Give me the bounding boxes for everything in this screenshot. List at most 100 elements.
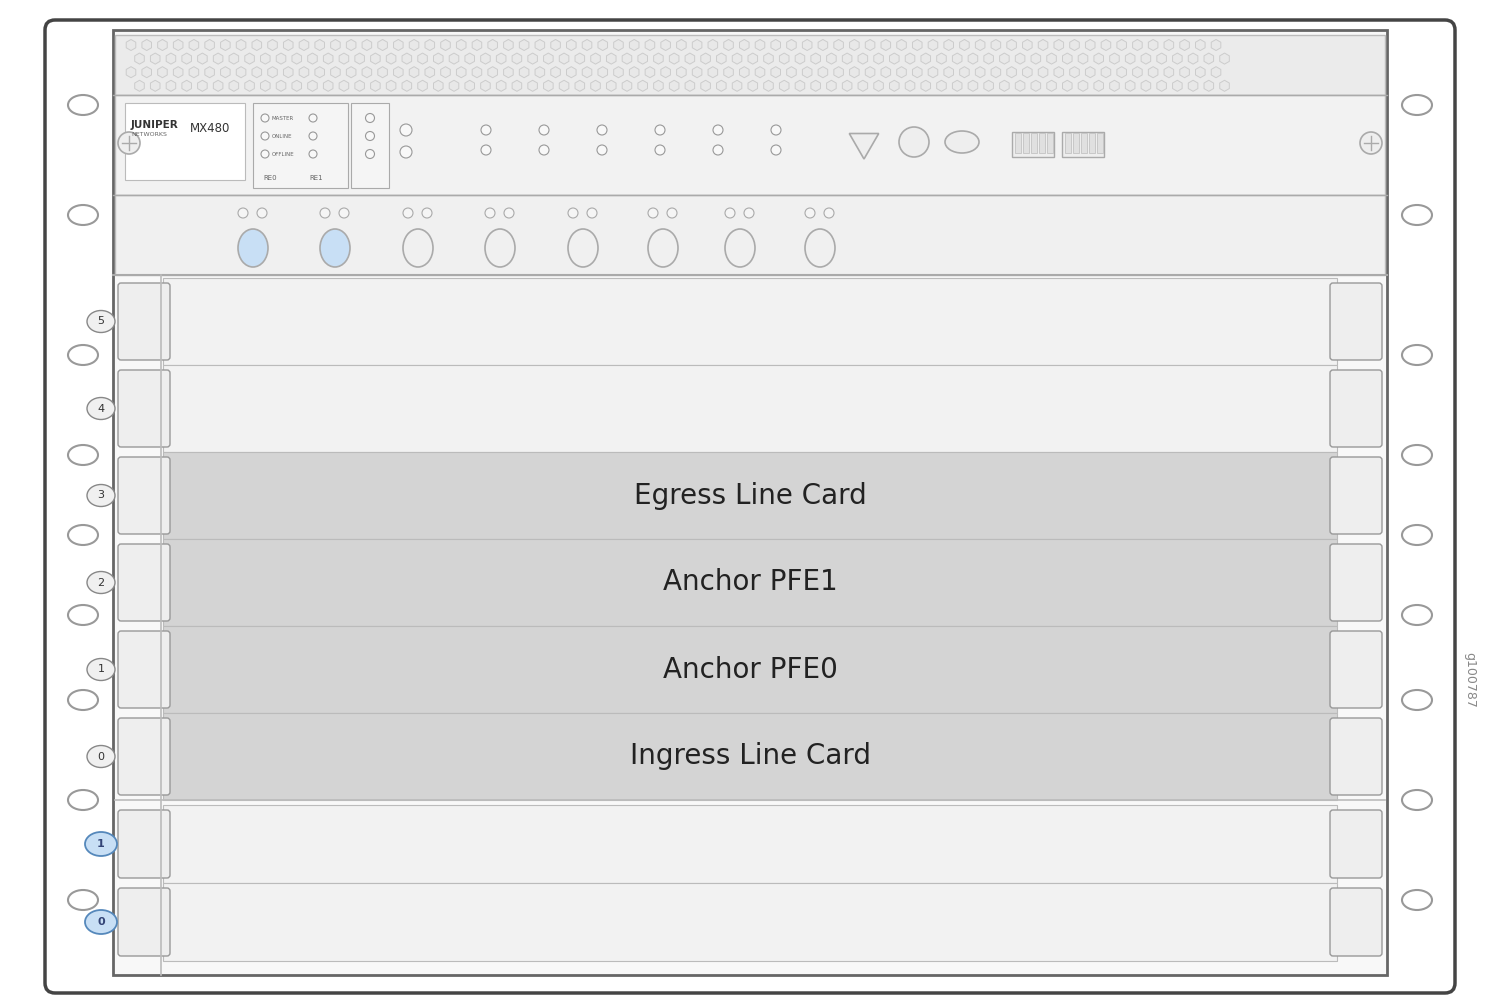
FancyBboxPatch shape: [118, 810, 170, 878]
Circle shape: [400, 146, 412, 158]
Bar: [164, 278, 1336, 365]
Circle shape: [771, 145, 782, 155]
Ellipse shape: [320, 229, 350, 267]
Circle shape: [400, 124, 412, 136]
Ellipse shape: [1402, 790, 1432, 810]
Ellipse shape: [484, 229, 514, 267]
Ellipse shape: [1402, 690, 1432, 710]
Bar: [164, 626, 1336, 713]
Ellipse shape: [87, 659, 116, 681]
Circle shape: [824, 208, 834, 218]
Bar: [112, 30, 1388, 975]
Circle shape: [339, 208, 350, 218]
FancyBboxPatch shape: [1330, 718, 1382, 795]
Bar: [164, 883, 1336, 961]
Circle shape: [118, 132, 140, 154]
Text: MX480: MX480: [190, 122, 231, 135]
Bar: [1062, 132, 1104, 157]
FancyBboxPatch shape: [118, 457, 170, 534]
Text: RE0: RE0: [262, 175, 276, 181]
Circle shape: [482, 125, 490, 135]
Circle shape: [656, 145, 664, 155]
Circle shape: [422, 208, 432, 218]
Ellipse shape: [86, 910, 117, 934]
Ellipse shape: [404, 229, 433, 267]
Circle shape: [404, 208, 412, 218]
FancyBboxPatch shape: [1330, 283, 1382, 360]
Circle shape: [366, 113, 375, 122]
Ellipse shape: [806, 229, 836, 267]
Circle shape: [538, 125, 549, 135]
Circle shape: [597, 145, 608, 155]
FancyBboxPatch shape: [118, 370, 170, 447]
FancyBboxPatch shape: [1330, 457, 1382, 534]
Bar: [124, 103, 244, 180]
Ellipse shape: [1402, 605, 1432, 625]
Bar: [1013, 132, 1054, 157]
Ellipse shape: [68, 605, 98, 625]
FancyBboxPatch shape: [1330, 888, 1382, 956]
Circle shape: [309, 150, 316, 158]
Bar: [351, 103, 388, 188]
FancyBboxPatch shape: [118, 888, 170, 956]
Circle shape: [712, 145, 723, 155]
Circle shape: [309, 132, 316, 140]
Bar: [164, 713, 1336, 800]
Circle shape: [484, 208, 495, 218]
Bar: [1030, 133, 1036, 153]
Ellipse shape: [945, 131, 980, 153]
Text: g100787: g100787: [1464, 652, 1476, 708]
Text: RE1: RE1: [309, 175, 322, 181]
FancyBboxPatch shape: [1330, 810, 1382, 878]
Text: 3: 3: [98, 490, 105, 500]
Circle shape: [261, 114, 268, 122]
Circle shape: [586, 208, 597, 218]
Ellipse shape: [1402, 95, 1432, 115]
FancyBboxPatch shape: [1330, 631, 1382, 708]
Text: 1: 1: [98, 839, 105, 849]
Bar: [164, 452, 1336, 539]
Text: Egress Line Card: Egress Line Card: [633, 481, 867, 510]
Circle shape: [771, 125, 782, 135]
Circle shape: [309, 114, 316, 122]
Bar: [1072, 133, 1078, 153]
Bar: [1023, 133, 1029, 153]
Bar: [164, 539, 1336, 626]
Bar: [116, 95, 1385, 195]
Bar: [1089, 133, 1095, 153]
Ellipse shape: [648, 229, 678, 267]
Bar: [254, 103, 348, 188]
Ellipse shape: [1402, 525, 1432, 545]
Bar: [1016, 133, 1022, 153]
Text: Ingress Line Card: Ingress Line Card: [630, 743, 870, 771]
Text: NETWORKS: NETWORKS: [130, 132, 166, 137]
Bar: [1096, 133, 1102, 153]
Text: 4: 4: [98, 403, 105, 413]
Bar: [116, 195, 1385, 275]
Circle shape: [482, 145, 490, 155]
Text: 0: 0: [98, 917, 105, 927]
Circle shape: [261, 150, 268, 158]
Ellipse shape: [68, 790, 98, 810]
Circle shape: [806, 208, 814, 218]
Circle shape: [366, 131, 375, 140]
Bar: [1047, 133, 1053, 153]
Ellipse shape: [724, 229, 754, 267]
Circle shape: [656, 125, 664, 135]
Ellipse shape: [68, 95, 98, 115]
Ellipse shape: [568, 229, 598, 267]
Ellipse shape: [87, 746, 116, 768]
Circle shape: [256, 208, 267, 218]
Circle shape: [724, 208, 735, 218]
FancyBboxPatch shape: [118, 283, 170, 360]
Text: MASTER: MASTER: [272, 116, 294, 121]
FancyBboxPatch shape: [1330, 544, 1382, 621]
Circle shape: [261, 132, 268, 140]
Bar: [164, 365, 1336, 452]
Circle shape: [238, 208, 248, 218]
Ellipse shape: [87, 572, 116, 594]
Circle shape: [898, 127, 928, 157]
Text: 1: 1: [98, 665, 105, 675]
Text: Anchor PFE0: Anchor PFE0: [663, 656, 837, 684]
Circle shape: [320, 208, 330, 218]
